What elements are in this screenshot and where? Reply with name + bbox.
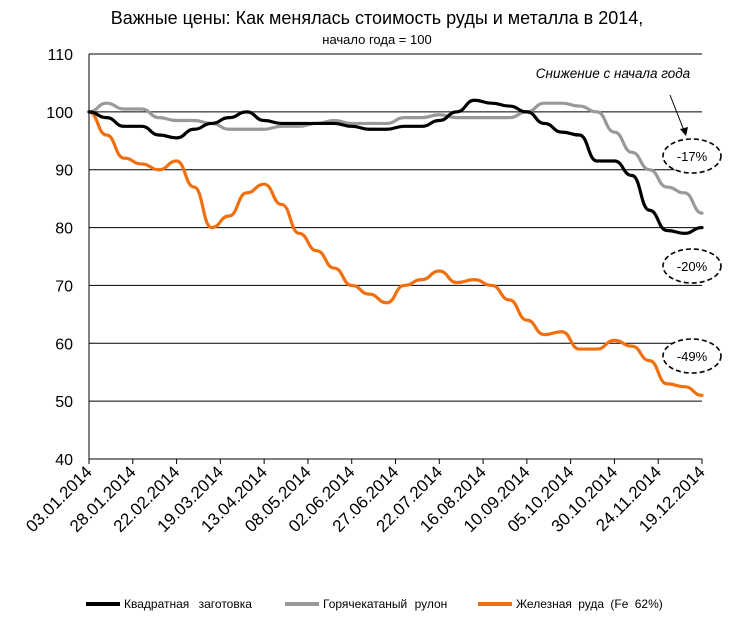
y-tick-label: 70 <box>55 278 73 295</box>
y-tick-label: 60 <box>55 336 73 353</box>
callout-iron-ore-ellipse <box>662 338 722 374</box>
y-tick-label: 40 <box>55 452 73 469</box>
legend-item-iron-ore: Железная руда (Fe 62%) <box>478 597 663 611</box>
legend-label-hot-rolled-coil: Горячекатаный рулон <box>323 597 448 611</box>
callout-hot-rolled-coil-ellipse <box>662 138 722 174</box>
legend: Квадратная заготовка Горячекатаный рулон… <box>0 597 754 617</box>
chart-subtitle: начало года = 100 <box>322 32 432 47</box>
legend-swatch-hot-rolled-coil <box>285 602 319 606</box>
y-tick-label: 80 <box>55 221 73 238</box>
y-tick-label: 110 <box>47 47 73 64</box>
annotation-arrow-head <box>680 127 688 136</box>
chart-title: Важные цены: Как менялась стоимость руды… <box>110 8 644 28</box>
y-tick-label: 50 <box>55 394 73 411</box>
series-line-iron-ore <box>87 110 704 397</box>
legend-label-iron-ore: Железная руда (Fe 62%) <box>516 597 663 611</box>
series-line-hot-rolled-coil <box>87 101 704 215</box>
legend-swatch-iron-ore <box>478 602 512 606</box>
callout-iron-ore-label: -49% <box>677 349 708 364</box>
callout-billet-label: -20% <box>677 259 708 274</box>
legend-item-hot-rolled-coil: Горячекатаный рулон <box>285 597 447 611</box>
legend-swatch-billet <box>86 602 120 606</box>
legend-item-billet: Квадратная заготовка <box>86 597 252 611</box>
annotation-text: Снижение с начала года <box>536 66 691 81</box>
callout-billet-ellipse <box>662 248 722 284</box>
y-tick-label: 100 <box>46 105 73 122</box>
callout-hot-rolled-coil-label: -17% <box>677 149 708 164</box>
annotation-arrow-shaft <box>669 94 684 129</box>
y-tick-label: 90 <box>55 163 73 180</box>
legend-label-billet: Квадратная заготовка <box>124 597 252 611</box>
series-line-billet <box>87 98 704 235</box>
